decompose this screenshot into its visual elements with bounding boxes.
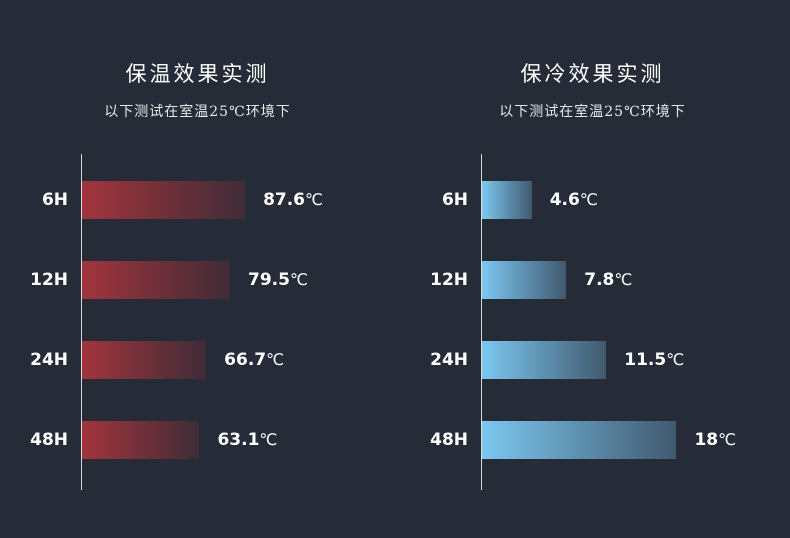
chart-subtitle: 以下测试在室温25℃环境下 (499, 104, 686, 120)
value-number: 7.8 (584, 270, 615, 290)
value-number: 66.7 (224, 350, 267, 370)
value-label: 4.6℃ (550, 190, 598, 210)
value-label: 18℃ (694, 430, 736, 450)
value-unit: ℃ (614, 270, 633, 289)
category-label: 24H (430, 350, 468, 370)
category-label: 6H (41, 190, 68, 210)
value-number: 18 (694, 430, 719, 450)
category-label: 48H (430, 430, 468, 450)
chart-title: 保温效果实测 (125, 62, 270, 86)
category-label: 6H (441, 190, 468, 210)
category-label: 12H (30, 270, 68, 290)
y-axis-line (481, 154, 482, 490)
value-unit: ℃ (266, 350, 285, 369)
bar (82, 261, 230, 299)
category-label: 12H (430, 270, 468, 290)
value-unit: ℃ (718, 430, 737, 449)
bar (482, 341, 607, 379)
heat-retention-chart: 保温效果实测 以下测试在室温25℃环境下 6H 87.6℃ 12H 79.5℃ 24H 6… (30, 62, 323, 490)
value-label: 79.5℃ (248, 270, 308, 290)
value-unit: ℃ (666, 350, 685, 369)
value-number: 79.5 (247, 270, 290, 290)
y-axis-line (81, 154, 82, 490)
value-unit: ℃ (579, 190, 598, 209)
value-number: 11.5 (624, 350, 667, 370)
value-label: 11.5℃ (624, 350, 684, 370)
value-label: 66.7℃ (224, 350, 284, 370)
chart-title: 保冷效果实测 (520, 62, 665, 86)
bar (82, 341, 207, 379)
value-label: 7.8℃ (584, 270, 632, 290)
category-label: 48H (30, 430, 68, 450)
value-label: 63.1℃ (217, 430, 277, 450)
bar (482, 181, 532, 219)
cold-retention-chart: 保冷效果实测 以下测试在室温25℃环境下 6H 4.6℃ 12H 7.8℃ 24H 11.… (395, 0, 790, 538)
bar (82, 181, 246, 219)
value-unit: ℃ (259, 430, 278, 449)
bar (82, 421, 200, 459)
value-unit: ℃ (289, 270, 308, 289)
chart-subtitle: 以下测试在室温25℃环境下 (104, 104, 291, 120)
value-label: 87.6℃ (263, 190, 323, 210)
category-label: 24H (30, 350, 68, 370)
value-number: 87.6 (263, 190, 306, 210)
value-number: 4.6 (549, 190, 580, 210)
bar (482, 261, 567, 299)
value-unit: ℃ (305, 190, 323, 209)
value-number: 63.1 (217, 430, 260, 450)
bar (482, 421, 677, 459)
